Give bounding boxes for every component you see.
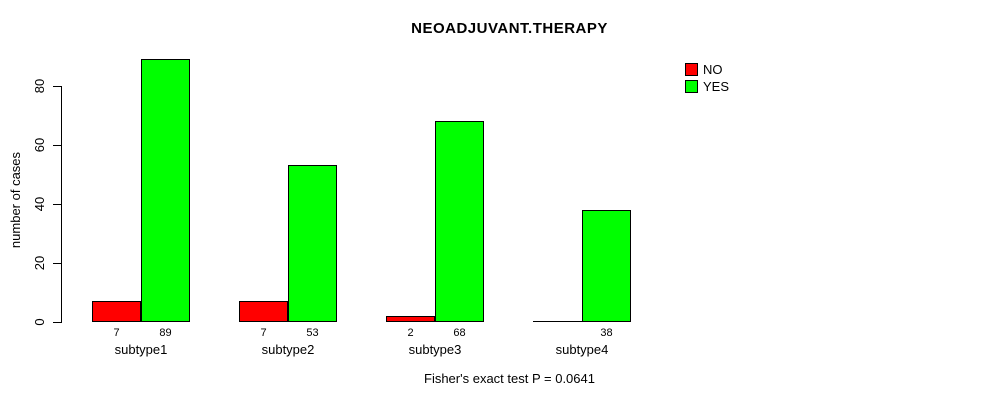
y-tick-label: 60 <box>32 137 47 152</box>
y-axis-label: number of cases <box>8 151 23 249</box>
y-axis-line <box>61 85 62 323</box>
x-category-label: subtype2 <box>261 342 315 357</box>
y-tick <box>53 262 61 264</box>
x-category-label: subtype1 <box>114 342 168 357</box>
legend-label-no: NO <box>703 62 723 77</box>
y-tick-label: 20 <box>32 255 47 271</box>
chart-title: NEOADJUVANT.THERAPY <box>411 20 608 37</box>
bar-count-label: 38 <box>600 327 613 339</box>
legend-item-no: NO <box>685 62 729 77</box>
y-tick <box>53 322 61 323</box>
y-tick <box>53 203 61 205</box>
bar-count-label: 2 <box>407 327 414 339</box>
bar-count-label: 68 <box>453 327 466 339</box>
annotation-text: Fisher's exact test P = 0.0641 <box>424 371 595 386</box>
bar-count-label: 7 <box>260 327 267 339</box>
x-category-label: subtype4 <box>555 342 609 357</box>
bar-count-label: 53 <box>306 327 319 339</box>
legend: NO YES <box>685 62 729 94</box>
bar-no-subtype3 <box>386 316 435 322</box>
bar-yes-subtype3 <box>435 121 484 322</box>
y-tick-label: 80 <box>32 78 47 93</box>
y-tick <box>53 144 61 146</box>
bar-count-label: 89 <box>159 327 172 339</box>
bar-no-subtype2 <box>239 301 288 322</box>
bar-no-subtype1 <box>92 301 141 322</box>
x-category-label: subtype3 <box>408 342 462 357</box>
bar-yes-subtype4 <box>582 210 631 322</box>
bar-yes-subtype1 <box>141 59 190 322</box>
bar-no-subtype4 <box>533 321 582 322</box>
legend-swatch-no <box>685 63 698 76</box>
legend-swatch-yes <box>685 80 698 93</box>
legend-item-yes: YES <box>685 79 729 94</box>
bar-yes-subtype2 <box>288 165 337 322</box>
bar-count-label: 7 <box>113 327 120 339</box>
y-tick-label: 40 <box>32 196 47 212</box>
legend-label-yes: YES <box>703 79 730 94</box>
y-tick-label: 0 <box>32 318 47 326</box>
y-tick <box>53 85 61 87</box>
